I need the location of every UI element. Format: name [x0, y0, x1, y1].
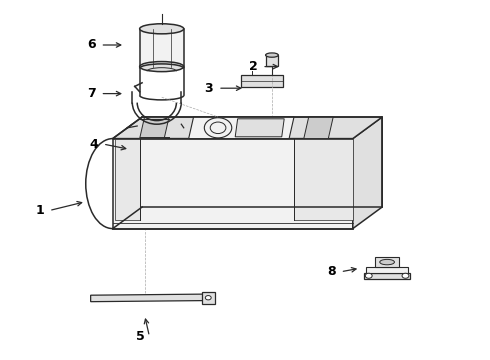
Polygon shape: [235, 119, 284, 137]
Polygon shape: [294, 139, 353, 220]
Text: 2: 2: [248, 60, 257, 73]
Ellipse shape: [140, 62, 184, 72]
Ellipse shape: [140, 24, 184, 34]
Text: 5: 5: [136, 330, 145, 343]
Polygon shape: [113, 117, 382, 139]
Text: 1: 1: [35, 204, 44, 217]
Text: 7: 7: [87, 87, 96, 100]
Bar: [242, 75, 283, 87]
Bar: [140, 29, 184, 67]
Polygon shape: [189, 117, 294, 139]
Bar: [375, 257, 399, 267]
Polygon shape: [304, 117, 333, 139]
Ellipse shape: [266, 53, 278, 57]
Bar: [202, 292, 215, 304]
Bar: [266, 55, 278, 66]
Polygon shape: [140, 117, 169, 139]
Polygon shape: [113, 139, 353, 229]
Polygon shape: [115, 139, 140, 220]
Text: 8: 8: [327, 265, 336, 278]
Circle shape: [366, 273, 372, 278]
Bar: [367, 267, 408, 273]
Polygon shape: [91, 294, 203, 302]
Circle shape: [402, 273, 409, 278]
Ellipse shape: [380, 259, 394, 265]
Circle shape: [205, 296, 211, 300]
Bar: [364, 273, 411, 279]
Polygon shape: [353, 117, 382, 229]
Text: 6: 6: [87, 39, 96, 51]
Text: 3: 3: [204, 82, 213, 95]
Text: 4: 4: [89, 138, 98, 150]
